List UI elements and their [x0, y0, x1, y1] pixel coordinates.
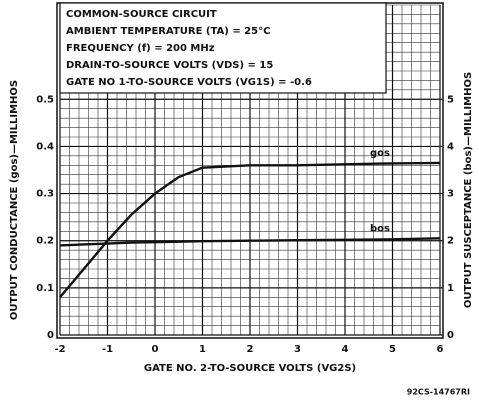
- y2-tick-label: 2: [447, 236, 454, 247]
- series-line: [59, 161, 441, 299]
- x-axis-label: GATE NO. 2-TO-SOURCE VOLTS (VG2S): [144, 363, 356, 374]
- x-tick-label: 0: [152, 344, 159, 355]
- y2-tick-label: 3: [447, 189, 454, 200]
- y-axis-label: OUTPUT CONDUCTANCE (gos)—MILLIMHOS: [9, 80, 20, 320]
- x-tick-label: -1: [102, 344, 113, 355]
- y-tick-label: 0.5: [36, 94, 54, 105]
- y2-tick-label: 5: [447, 94, 454, 105]
- x-tick-label: 5: [389, 344, 396, 355]
- figure-code: 92CS-14767RI: [407, 388, 470, 397]
- y-tick-label: 0.3: [36, 189, 54, 200]
- series-line: [59, 237, 441, 247]
- y2-tick-label: 1: [447, 283, 454, 294]
- x-tick-label: -2: [54, 344, 65, 355]
- y-tick-label: 0.4: [36, 141, 54, 152]
- header-box: [59, 2, 387, 94]
- header-line: DRAIN-TO-SOURCE VOLTS (VDS) = 15: [66, 60, 273, 71]
- y-tick-label: 0: [47, 330, 54, 341]
- series-label: gos: [370, 148, 390, 159]
- header-line: GATE NO 1-TO-SOURCE VOLTS (VG1S) = -0.6: [66, 77, 312, 88]
- y2-axis-label: OUTPUT SUSCEPTANCE (bos)—MILLIMHOS: [463, 72, 474, 308]
- x-tick-label: 4: [342, 344, 349, 355]
- y2-tick-label: 0: [447, 330, 454, 341]
- x-tick-label: 2: [247, 344, 254, 355]
- x-tick-label: 3: [294, 344, 301, 355]
- x-tick-label: 1: [199, 344, 206, 355]
- series-label: bos: [370, 223, 390, 234]
- header-line: FREQUENCY (f) = 200 MHz: [66, 43, 215, 54]
- header-line: AMBIENT TEMPERATURE (TA) = 25°C: [66, 26, 270, 37]
- y-tick-label: 0.1: [36, 283, 54, 294]
- y-tick-label: 0.2: [36, 236, 54, 247]
- header-line: COMMON-SOURCE CIRCUIT: [66, 9, 217, 20]
- x-tick-label: 6: [437, 344, 444, 355]
- y2-tick-label: 4: [447, 141, 454, 152]
